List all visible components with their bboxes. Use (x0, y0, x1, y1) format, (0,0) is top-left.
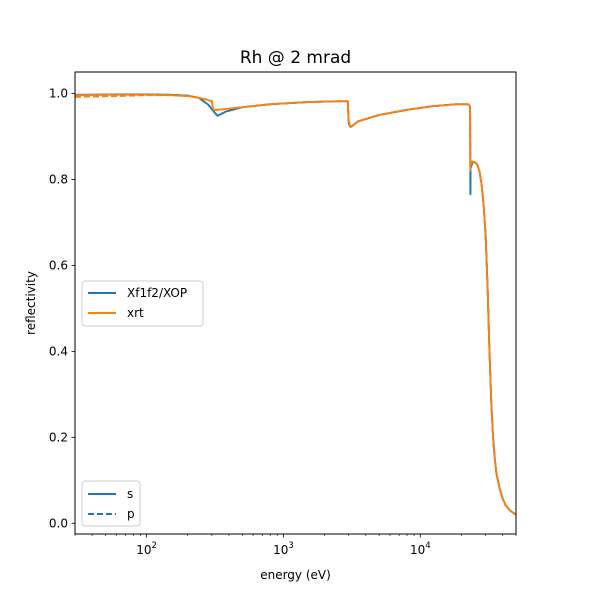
x-tick-label: 102 (136, 541, 157, 557)
series-layer (75, 93, 516, 516)
y-tick-label: 0.8 (49, 172, 68, 186)
x-tick-label: 104 (410, 541, 431, 557)
legend-xrt-label: xrt (127, 306, 144, 320)
y-axis-label: reflectivity (24, 271, 38, 335)
legend-s-label: s (127, 487, 133, 501)
legend-p-label: p (127, 507, 135, 521)
series-xrt-s (75, 93, 516, 516)
y-tick-label: 0.0 (49, 516, 68, 530)
y-tick-label: 0.6 (49, 258, 68, 272)
x-axis-label: energy (eV) (260, 568, 331, 582)
legend-sources: Xf1f2/XOP xrt (81, 280, 204, 327)
y-tick-label: 0.4 (49, 344, 68, 358)
x-tick-label: 103 (273, 541, 294, 557)
plot-frame (74, 71, 517, 535)
legend-xop-label: Xf1f2/XOP (127, 286, 187, 300)
chart-title: Rh @ 2 mrad (240, 48, 351, 68)
legend-polarization-box (81, 480, 141, 527)
x-axis: 102 103 104 (74, 534, 517, 557)
y-tick-label: 0.2 (49, 430, 68, 444)
y-axis: 0.0 0.2 0.4 0.6 0.8 1.0 (49, 86, 75, 530)
y-tick-label: 1.0 (49, 86, 68, 100)
legend-polarization: s p (81, 480, 141, 527)
